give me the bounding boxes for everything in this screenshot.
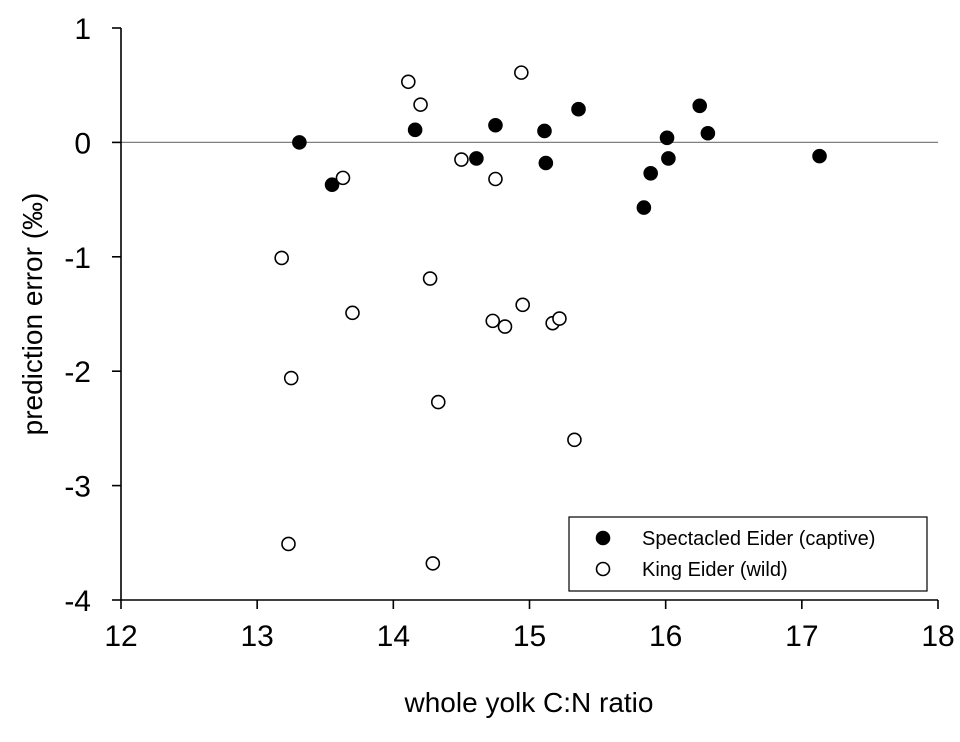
data-point-king-eider [497, 319, 513, 334]
x-axis-title: whole yolk C:N ratio [404, 687, 654, 718]
x-tick-label: 16 [649, 620, 682, 653]
data-point-king-eider [515, 297, 530, 313]
data-point-spectacled-eider [692, 98, 708, 114]
data-point-king-eider [345, 305, 360, 321]
data-points-layer [274, 65, 827, 571]
x-tick-label: 18 [921, 620, 954, 653]
data-point-spectacled-eider [812, 148, 827, 164]
x-tick-label: 17 [785, 620, 818, 653]
data-point-king-eider [281, 536, 296, 552]
data-point-king-eider [283, 370, 299, 386]
data-point-spectacled-eider [469, 151, 484, 166]
legend-label-king-eider: King Eider (wild) [642, 559, 788, 581]
data-point-king-eider [485, 313, 501, 329]
x-tick-label: 13 [240, 620, 273, 653]
data-point-king-eider [335, 170, 351, 186]
ticks-layer: 12 13 14 15 16 17 18 1 0 -1 -2 -3 -4 [64, 13, 954, 653]
data-point-king-eider [274, 250, 289, 266]
data-point-king-eider [430, 394, 446, 410]
data-point-king-eider [514, 65, 529, 80]
data-point-king-eider [488, 171, 503, 187]
data-point-king-eider [552, 311, 567, 326]
data-point-spectacled-eider [324, 177, 340, 193]
data-point-spectacled-eider [700, 125, 716, 141]
y-tick-label: -3 [64, 471, 91, 504]
legend-marker-spectacled-eider [595, 530, 611, 546]
data-point-spectacled-eider [571, 101, 586, 117]
data-point-spectacled-eider [661, 151, 676, 166]
data-point-spectacled-eider [659, 130, 675, 146]
data-point-spectacled-eider [636, 200, 652, 215]
data-point-king-eider [422, 271, 438, 286]
y-tick-label: -1 [64, 242, 91, 275]
data-point-king-eider [567, 432, 582, 448]
legend-label-spectacled-eider: Spectacled Eider (captive) [642, 528, 875, 550]
legend: Spectacled Eider (captive) King Eider (w… [568, 516, 928, 592]
data-point-spectacled-eider [643, 165, 658, 181]
data-point-king-eider [413, 97, 428, 112]
x-tick-label: 12 [104, 620, 137, 653]
data-point-spectacled-eider [407, 122, 423, 138]
data-point-spectacled-eider [292, 135, 307, 150]
data-point-king-eider [454, 152, 469, 167]
data-point-spectacled-eider [538, 155, 554, 171]
y-tick-label: 0 [74, 127, 91, 160]
legend-box [568, 516, 928, 592]
x-tick-label: 15 [513, 620, 546, 653]
y-tick-label: -2 [64, 356, 91, 389]
data-point-king-eider [401, 74, 416, 90]
legend-marker-king-eider [595, 561, 611, 577]
x-tick-label: 14 [377, 620, 410, 653]
y-tick-label: -4 [64, 585, 91, 618]
y-tick-label: 1 [74, 13, 91, 46]
data-point-king-eider [425, 556, 441, 571]
data-point-spectacled-eider [488, 117, 503, 133]
y-axis-title: prediction error (‰) [17, 193, 48, 436]
data-point-spectacled-eider [537, 123, 552, 139]
